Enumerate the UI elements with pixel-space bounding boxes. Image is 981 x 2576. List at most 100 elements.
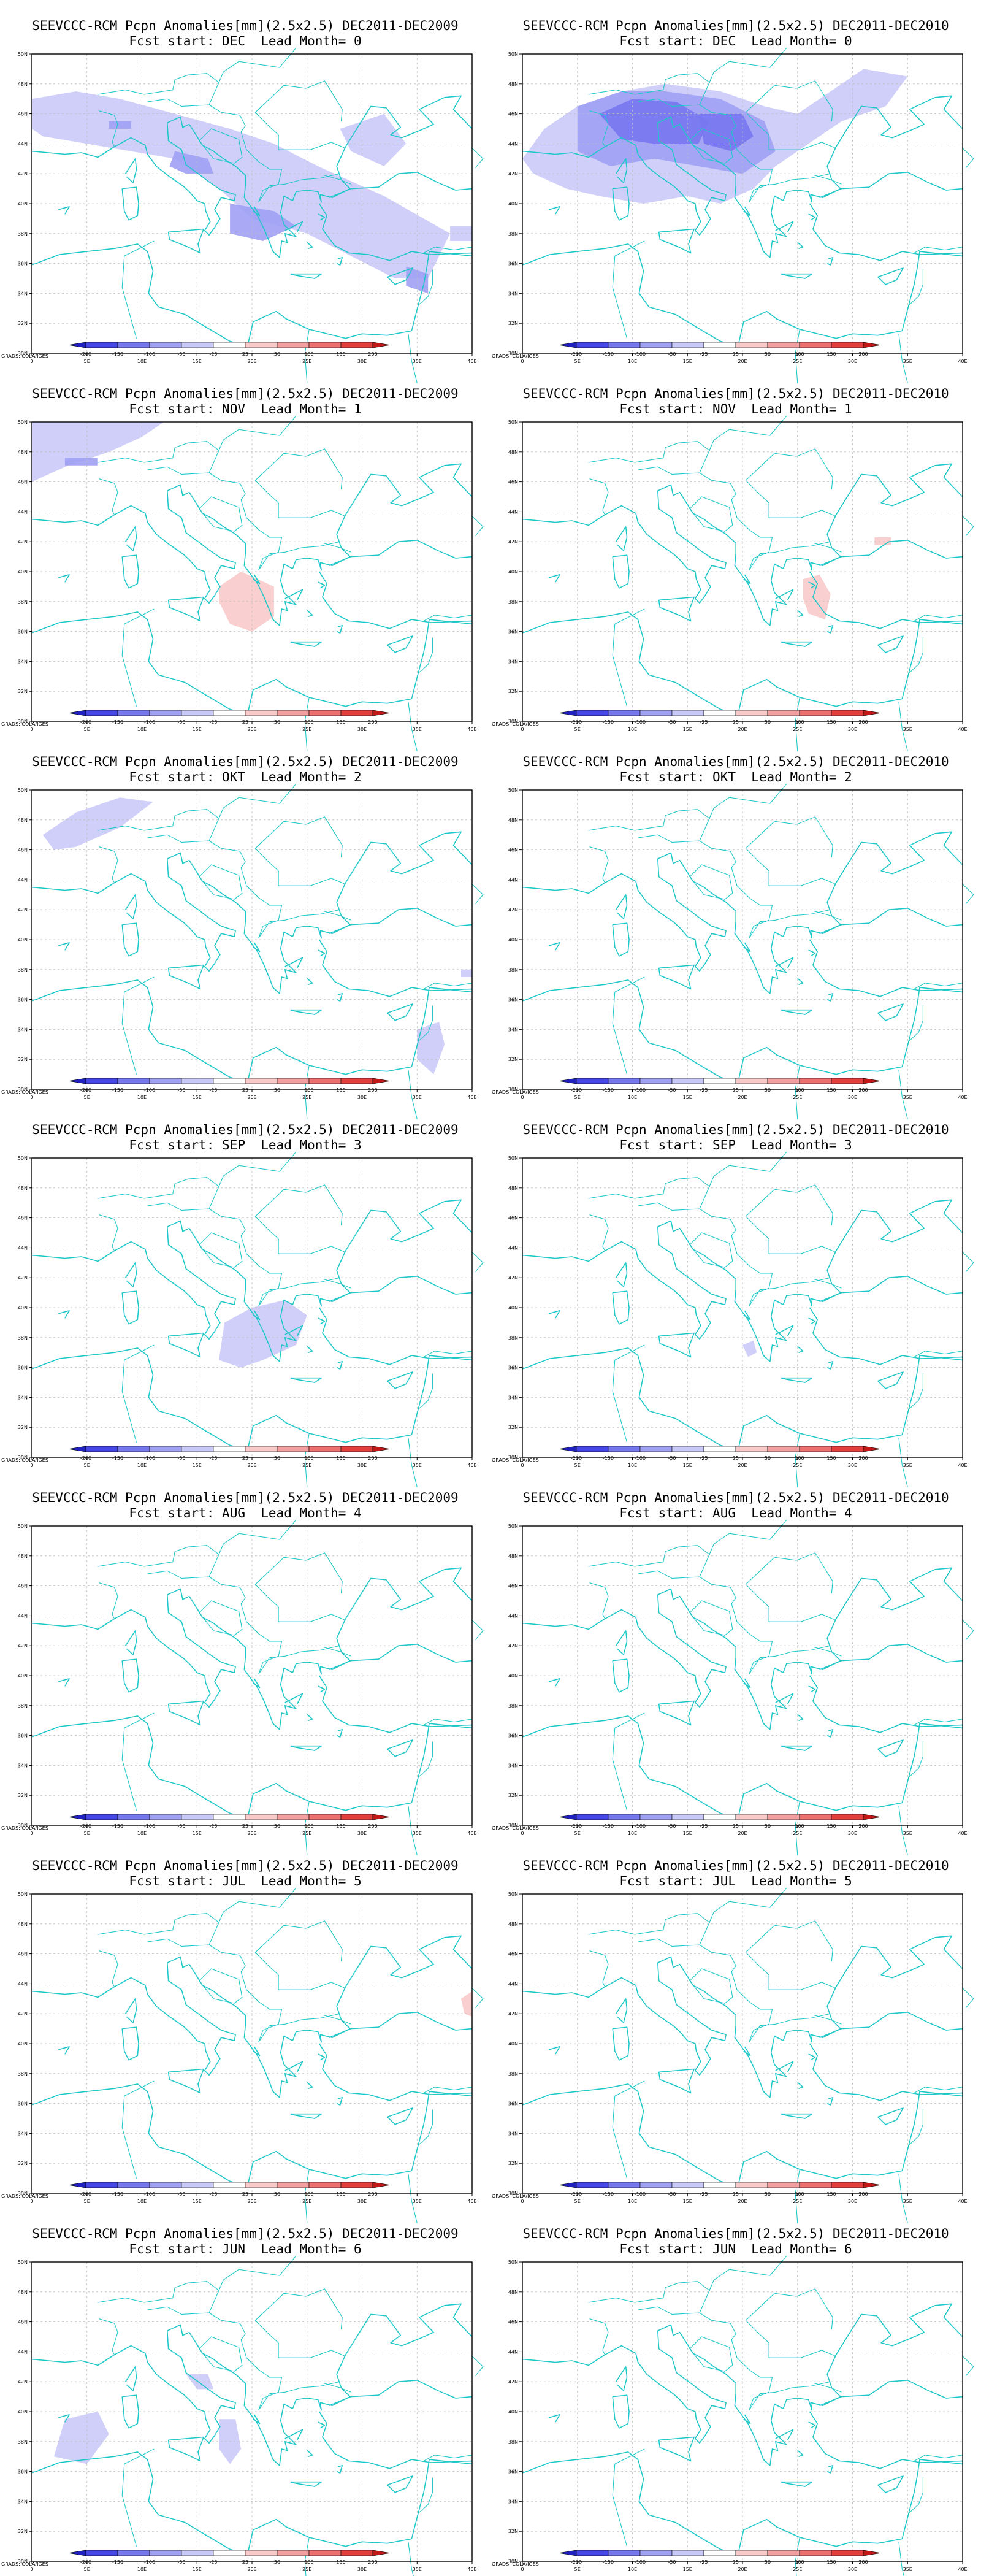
- coastline: [819, 908, 963, 934]
- coastline: [781, 1377, 812, 1383]
- lat-tick-label: 36N: [18, 629, 28, 635]
- country-border: [914, 1719, 963, 1725]
- coastline: [826, 2096, 834, 2106]
- legend-arrow-left: [68, 1814, 86, 1820]
- coastline: [808, 581, 816, 589]
- lat-tick-label: 44N: [508, 877, 518, 883]
- country-border: [254, 1552, 343, 1608]
- lon-tick-label: 25E: [793, 359, 802, 364]
- lat-tick-label: 42N: [18, 907, 28, 913]
- coastline: [743, 2414, 751, 2425]
- lat-tick-label: 46N: [508, 480, 518, 485]
- lat-tick-label: 34N: [508, 1027, 518, 1032]
- legend-swatch: [117, 1814, 150, 1820]
- legend-swatch: [671, 2550, 704, 2556]
- lon-tick-label: 15E: [683, 2567, 692, 2572]
- lon-tick-label: 30E: [357, 1095, 367, 1100]
- legend-swatch: [308, 710, 342, 716]
- legend-arrow-left: [68, 1078, 86, 1084]
- coastline: [307, 978, 313, 985]
- lon-tick-label: 20E: [247, 1095, 256, 1100]
- coastline: [775, 221, 794, 232]
- country-border: [418, 637, 433, 674]
- legend-label: -150: [112, 2559, 123, 2565]
- panel-title: SEEVCCC-RCM Pcpn Anomalies[mm](2.5x2.5) …: [522, 386, 949, 401]
- country-border: [408, 702, 418, 751]
- lon-tick-label: 10E: [137, 1463, 147, 1468]
- legend-label: 100: [795, 1087, 804, 1093]
- country-border: [408, 1070, 418, 1119]
- country-border: [589, 110, 609, 147]
- country-border: [768, 2342, 836, 2358]
- legend-swatch: [799, 1078, 832, 1084]
- legend-label: -200: [571, 1087, 582, 1093]
- legend-label: -50: [668, 351, 676, 357]
- coastline: [318, 1317, 326, 1325]
- country-border: [323, 175, 351, 185]
- country-border: [99, 846, 118, 883]
- country-border: [121, 1344, 155, 1443]
- coastline: [826, 992, 834, 1002]
- country-border: [588, 2281, 710, 2315]
- legend-swatch: [277, 2550, 310, 2556]
- legend-label: 50: [274, 1087, 280, 1093]
- legend-swatch: [735, 1078, 768, 1084]
- country-border: [418, 269, 433, 306]
- lat-tick-label: 30N: [508, 1455, 518, 1460]
- country-border: [908, 2477, 923, 2514]
- coastline: [307, 1346, 313, 1353]
- map-panel-p-okt2009: SEEVCCC-RCM Pcpn Anomalies[mm](2.5x2.5) …: [0, 736, 490, 1119]
- legend-label: -25: [700, 2191, 708, 2197]
- panel-subtitle: Fcst start: DEC Lead Month= 0: [129, 34, 362, 48]
- lat-tick-label: 36N: [18, 2469, 28, 2475]
- legend-label: -100: [635, 2191, 646, 2197]
- legend-swatch: [213, 2550, 246, 2556]
- country-border: [709, 783, 787, 819]
- legend-label: -150: [112, 2191, 123, 2197]
- lon-tick-label: 20E: [247, 1831, 256, 1836]
- legend-swatch: [85, 1814, 118, 1820]
- grads-credit: GRADS: COLA/IGES: [1, 1457, 48, 1463]
- lon-tick-label: 15E: [683, 1095, 692, 1100]
- legend-label: 25: [733, 1823, 739, 1829]
- legend-swatch: [181, 1078, 214, 1084]
- legend-label: -200: [571, 2559, 582, 2565]
- lat-tick-label: 48N: [508, 1554, 518, 1559]
- lon-tick-label: 35E: [413, 1463, 422, 1468]
- coastline: [548, 206, 560, 215]
- country-border: [908, 269, 923, 306]
- lon-tick-label: 15E: [683, 727, 692, 732]
- coastline: [58, 1678, 70, 1687]
- lat-tick-label: 42N: [508, 907, 518, 913]
- country-border: [709, 1519, 787, 1555]
- lat-tick-label: 30N: [18, 1823, 28, 1828]
- country-border: [408, 1438, 418, 1487]
- lat-tick-label: 36N: [18, 1733, 28, 1739]
- country-border: [612, 1344, 645, 1443]
- panel-title: SEEVCCC-RCM Pcpn Anomalies[mm](2.5x2.5) …: [32, 1122, 459, 1137]
- coastline: [31, 979, 473, 1083]
- legend-swatch: [277, 1078, 310, 1084]
- country-border: [218, 1519, 297, 1555]
- anomaly-region: [803, 574, 831, 620]
- lon-tick-label: 40E: [958, 1831, 967, 1836]
- coastline: [808, 213, 816, 221]
- legend-arrow-right: [863, 1814, 881, 1820]
- anomaly-region: [599, 99, 710, 144]
- country-border: [588, 1913, 710, 1947]
- legend-swatch: [671, 1446, 704, 1452]
- lon-tick-label: 15E: [193, 1831, 202, 1836]
- coastline: [124, 1262, 137, 1287]
- country-border: [814, 2383, 842, 2393]
- lon-tick-label: 35E: [903, 359, 912, 364]
- legend-swatch: [213, 710, 246, 716]
- coastline: [329, 2380, 473, 2406]
- legend-label: -200: [80, 1087, 91, 1093]
- legend-arrow-right: [372, 1446, 391, 1452]
- coastline: [167, 2436, 204, 2462]
- lat-tick-label: 36N: [508, 629, 518, 635]
- lon-tick-label: 30E: [357, 2567, 367, 2572]
- coastline: [808, 1685, 816, 1693]
- country-border: [278, 1238, 346, 1254]
- lon-tick-label: 40E: [467, 1463, 476, 1468]
